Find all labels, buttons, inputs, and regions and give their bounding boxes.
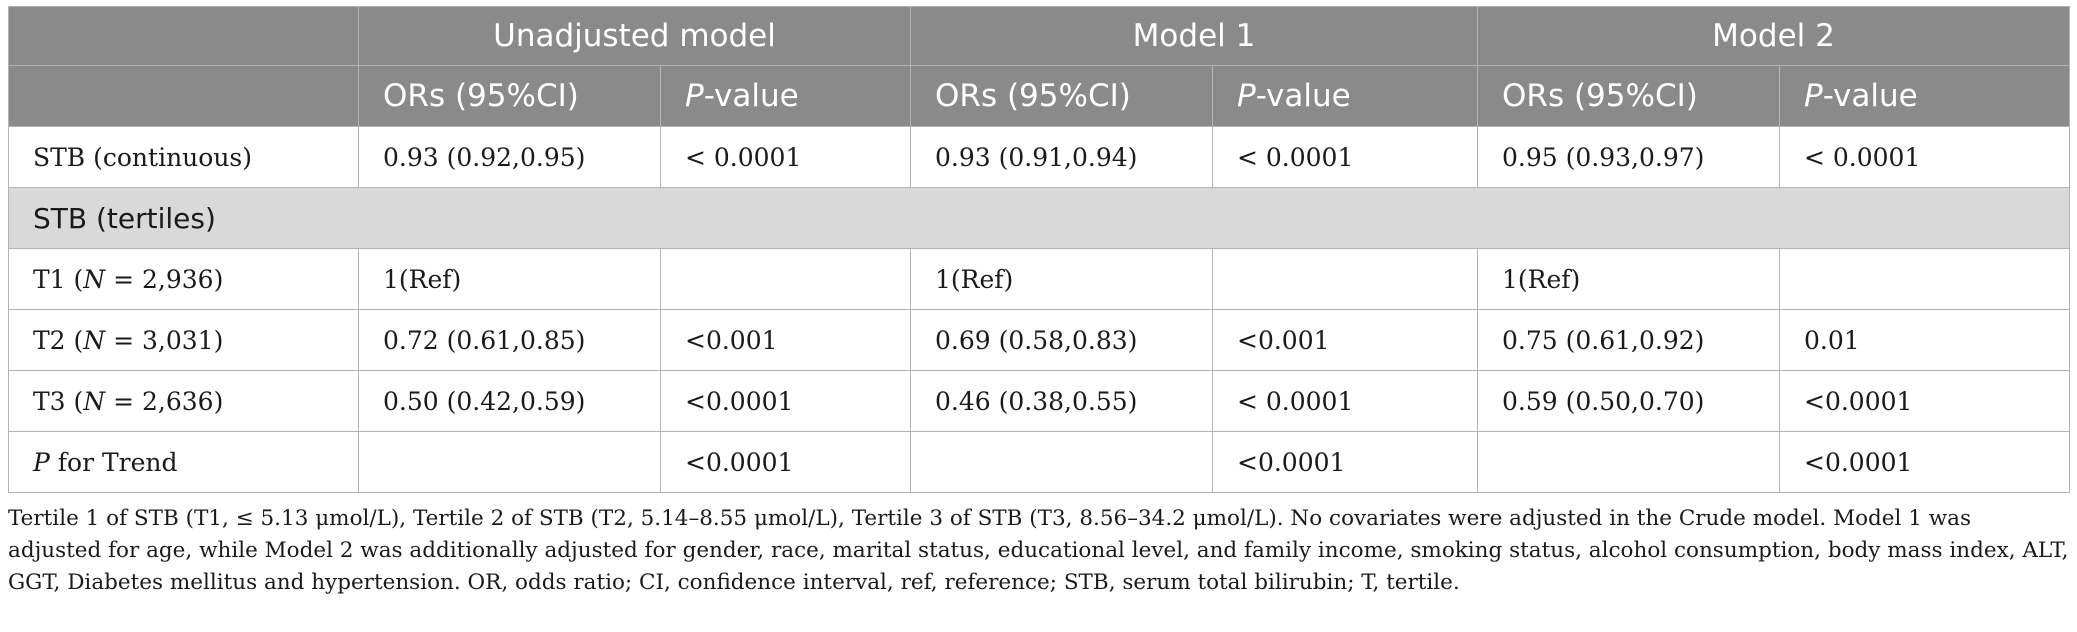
cell: 0.75 (0.61,0.92) — [1477, 309, 1780, 371]
table-row-trend: P for Trend <0.0001 <0.0001 <0.0001 — [8, 431, 2070, 493]
header-ors-unadjusted: ORs (95%CI) — [358, 65, 661, 127]
cell: 0.46 (0.38,0.55) — [910, 370, 1213, 432]
label-p: P — [33, 447, 50, 477]
label-post: = 2,936) — [105, 264, 224, 294]
label-post: = 3,031) — [105, 325, 224, 355]
cell: <0.001 — [660, 309, 911, 371]
label-rest: for Trend — [49, 447, 178, 477]
cell — [1477, 431, 1780, 493]
row-label: T2 (N = 3,031) — [8, 309, 359, 371]
cell: <0.0001 — [1779, 370, 2070, 432]
header-pvalue-model2: P-value — [1779, 65, 2070, 127]
p-rest: -value — [1822, 78, 1918, 114]
cell: 0.01 — [1779, 309, 2070, 371]
cell: <0.0001 — [660, 370, 911, 432]
cell: <0.0001 — [1779, 431, 2070, 493]
cell: <0.0001 — [660, 431, 911, 493]
row-label: STB (continuous) — [8, 126, 359, 188]
header-ors-model2: ORs (95%CI) — [1477, 65, 1780, 127]
cell — [358, 431, 661, 493]
cell — [660, 248, 911, 310]
p-rest: -value — [703, 78, 799, 114]
cell: 0.93 (0.91,0.94) — [910, 126, 1213, 188]
cell — [910, 431, 1213, 493]
section-row-tertiles: STB (tertiles) — [8, 187, 2070, 249]
cell: 1(Ref) — [358, 248, 661, 310]
header-model-2: Model 2 — [1477, 6, 2070, 66]
label-post: = 2,636) — [105, 386, 224, 416]
table-footnote: Tertile 1 of STB (T1, ≤ 5.13 μmol/L), Te… — [8, 506, 2069, 595]
header-row-groups: Unadjusted model Model 1 Model 2 — [8, 6, 2070, 66]
cell: 0.69 (0.58,0.83) — [910, 309, 1213, 371]
results-table: Unadjusted model Model 1 Model 2 ORs (95… — [8, 6, 2070, 493]
label-n: N — [83, 386, 106, 416]
cell: <0.0001 — [1212, 431, 1478, 493]
label-pre: T1 ( — [33, 264, 84, 294]
cell: < 0.0001 — [660, 126, 911, 188]
header-pvalue-model1: P-value — [1212, 65, 1478, 127]
p-rest: -value — [1255, 78, 1351, 114]
table-row-t2: T2 (N = 3,031) 0.72 (0.61,0.85) <0.001 0… — [8, 309, 2070, 371]
cell — [1779, 248, 2070, 310]
label-n: N — [83, 264, 106, 294]
cell: 1(Ref) — [910, 248, 1213, 310]
cell: 0.50 (0.42,0.59) — [358, 370, 661, 432]
header-corner — [8, 6, 359, 66]
p-italic: P — [1804, 78, 1823, 114]
label-n: N — [83, 325, 106, 355]
label-pre: T3 ( — [33, 386, 84, 416]
cell: < 0.0001 — [1212, 370, 1478, 432]
header-corner-lower — [8, 65, 359, 127]
header-model-1: Model 1 — [910, 6, 1478, 66]
cell: < 0.0001 — [1779, 126, 2070, 188]
cell: 0.95 (0.93,0.97) — [1477, 126, 1780, 188]
p-italic: P — [685, 78, 704, 114]
p-italic: P — [1237, 78, 1256, 114]
header-row-subcolumns: ORs (95%CI) P-value ORs (95%CI) P-value … — [8, 65, 2070, 127]
table-container: Unadjusted model Model 1 Model 2 ORs (95… — [8, 6, 2070, 599]
row-label: P for Trend — [8, 431, 359, 493]
cell: 0.72 (0.61,0.85) — [358, 309, 661, 371]
header-pvalue-unadjusted: P-value — [660, 65, 911, 127]
table-row-continuous: STB (continuous) 0.93 (0.92,0.95) < 0.00… — [8, 126, 2070, 188]
cell: 1(Ref) — [1477, 248, 1780, 310]
row-label: T3 (N = 2,636) — [8, 370, 359, 432]
table-row-t3: T3 (N = 2,636) 0.50 (0.42,0.59) <0.0001 … — [8, 370, 2070, 432]
cell — [1212, 248, 1478, 310]
header-ors-model1: ORs (95%CI) — [910, 65, 1213, 127]
table-row-t1: T1 (N = 2,936) 1(Ref) 1(Ref) 1(Ref) — [8, 248, 2070, 310]
cell: 0.93 (0.92,0.95) — [358, 126, 661, 188]
row-label: T1 (N = 2,936) — [8, 248, 359, 310]
label-pre: T2 ( — [33, 325, 84, 355]
cell: < 0.0001 — [1212, 126, 1478, 188]
cell: <0.001 — [1212, 309, 1478, 371]
header-unadjusted-model: Unadjusted model — [358, 6, 911, 66]
cell: 0.59 (0.50,0.70) — [1477, 370, 1780, 432]
section-label: STB (tertiles) — [8, 187, 2070, 249]
